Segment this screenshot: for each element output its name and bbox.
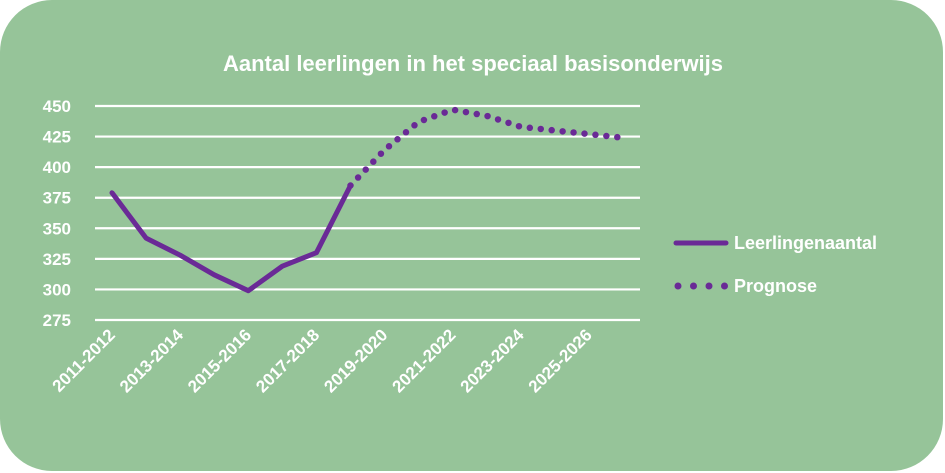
legend-label: Prognose <box>734 276 817 296</box>
x-tick-label: 2013-2014 <box>116 325 187 396</box>
x-axis-ticks: 2011-20122013-20142015-20162017-20182019… <box>49 325 596 396</box>
x-tick-label: 2015-2016 <box>184 325 255 396</box>
y-tick-label: 275 <box>43 311 71 330</box>
series-layer <box>109 106 627 294</box>
legend: Leerlingenaantal Prognose <box>673 233 877 296</box>
y-tick-label: 400 <box>43 158 71 177</box>
x-tick-label: 2019-2020 <box>320 325 391 396</box>
x-tick-label: 2021-2022 <box>389 325 460 396</box>
x-tick-label: 2017-2018 <box>252 325 323 396</box>
chart-title: Aantal leerlingen in het speciaal basiso… <box>223 51 723 76</box>
y-tick-label: 350 <box>43 219 71 238</box>
series-line-prognose <box>347 106 627 189</box>
y-axis-ticks: 275 300 325 350 375 400 425 450 <box>43 97 71 330</box>
legend-label: Leerlingenaantal <box>734 233 877 253</box>
x-tick-label: 2023-2024 <box>457 325 528 396</box>
gridlines <box>95 104 640 322</box>
x-tick-label: 2011-2012 <box>49 325 119 395</box>
y-tick-label: 300 <box>43 280 71 299</box>
x-tick-label: 2025-2026 <box>525 325 596 396</box>
y-tick-label: 325 <box>43 250 71 269</box>
y-tick-label: 375 <box>43 189 71 208</box>
series-line-leerlingenaantal <box>109 183 353 294</box>
y-tick-label: 425 <box>43 128 71 147</box>
y-tick-label: 450 <box>43 97 71 116</box>
